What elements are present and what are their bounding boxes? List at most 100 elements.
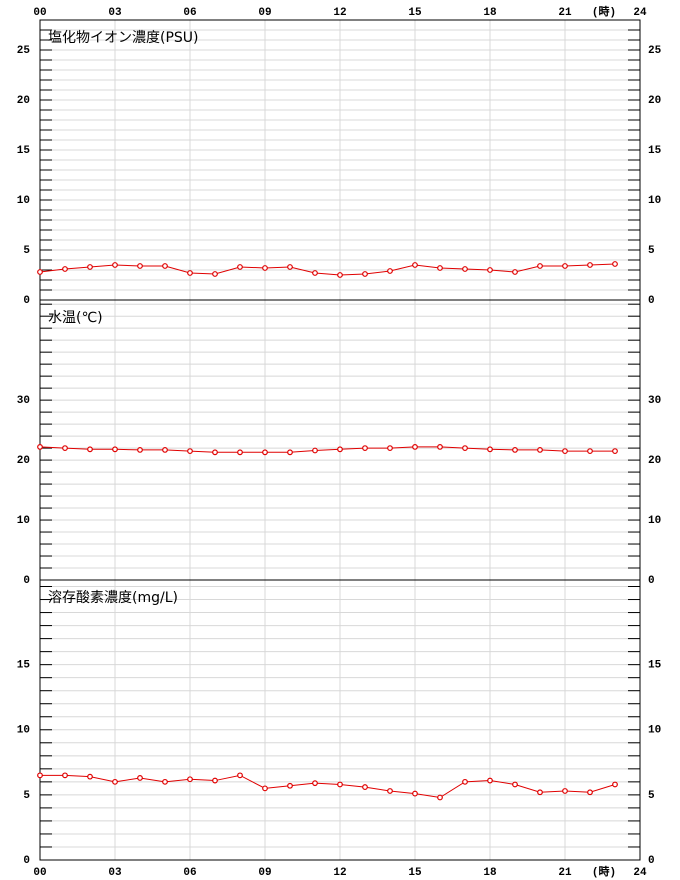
x-tick-label: 24 [633, 7, 647, 19]
y-tick-label: 0 [648, 295, 655, 307]
x-tick-label: 09 [258, 867, 271, 879]
panel-title: 溶存酸素濃度(mg/L) [48, 590, 178, 606]
data-point [412, 443, 418, 450]
data-point [137, 263, 143, 269]
data-point [337, 272, 343, 278]
data-point [187, 270, 193, 276]
data-point [162, 778, 168, 785]
panel-title: 塩化物イオン濃度(PSU) [48, 30, 199, 46]
data-point [87, 773, 93, 780]
data-point [487, 777, 493, 784]
data-point [462, 445, 468, 451]
data-point [312, 270, 318, 276]
data-point [312, 780, 318, 787]
data-point [262, 449, 268, 456]
x-unit: (時) [592, 4, 616, 19]
data-point [412, 790, 418, 797]
data-point [112, 778, 118, 785]
data-point [587, 448, 593, 454]
data-point [87, 446, 93, 453]
data-point [362, 271, 368, 277]
x-tick-label: 03 [108, 7, 122, 19]
x-tick-label: 18 [483, 867, 497, 879]
data-point [387, 445, 393, 451]
x-tick-label: 06 [183, 7, 196, 19]
y-tick-label: 15 [648, 145, 662, 157]
data-point [87, 264, 93, 270]
data-point [387, 268, 393, 274]
x-tick-label: 06 [183, 867, 196, 879]
y-tick-label: 10 [17, 725, 30, 737]
data-point [37, 269, 43, 275]
y-tick-label: 5 [23, 245, 30, 257]
data-point [537, 789, 543, 796]
y-tick-label: 0 [23, 855, 30, 867]
y-tick-label: 30 [17, 395, 30, 407]
y-tick-label: 0 [23, 575, 30, 587]
data-point [462, 778, 468, 785]
data-point [287, 449, 293, 456]
y-tick-label: 0 [23, 295, 30, 307]
data-point [287, 264, 293, 270]
y-tick-label: 25 [648, 45, 662, 57]
series-line [40, 774, 616, 799]
data-point [112, 262, 118, 268]
data-point [512, 446, 518, 453]
y-tick-label: 10 [648, 195, 661, 207]
data-point [162, 446, 168, 453]
data-point [562, 788, 568, 794]
x-tick-label: 21 [558, 867, 572, 879]
data-point [537, 263, 543, 269]
x-tick-label: 12 [333, 7, 346, 19]
y-tick-label: 15 [17, 660, 31, 672]
data-point [62, 445, 68, 451]
data-point [37, 443, 43, 450]
data-point [37, 772, 43, 779]
x-unit: (時) [592, 864, 616, 879]
data-point [537, 446, 543, 453]
y-tick-label: 30 [648, 395, 661, 407]
data-point [587, 789, 593, 796]
data-point [137, 775, 143, 781]
y-tick-label: 0 [648, 575, 655, 587]
data-point [62, 266, 68, 272]
data-point [187, 448, 193, 454]
data-point [487, 267, 493, 273]
data-point [262, 265, 268, 271]
data-point [512, 781, 518, 788]
y-tick-label: 10 [648, 515, 661, 527]
data-point [412, 262, 418, 268]
data-point [437, 794, 443, 801]
data-point [562, 448, 568, 454]
data-point [312, 447, 318, 454]
panel-frame [39, 579, 641, 861]
data-point [562, 263, 568, 269]
x-tick-label: 24 [633, 867, 647, 879]
data-point [487, 446, 493, 453]
data-point [62, 772, 68, 779]
data-point [212, 271, 218, 277]
y-tick-label: 5 [648, 245, 655, 257]
data-point [162, 263, 168, 269]
data-point [437, 265, 443, 271]
data-point [137, 446, 143, 453]
data-point [612, 261, 618, 267]
panel-title: 水温(℃) [48, 310, 103, 326]
y-tick-label: 20 [17, 455, 30, 467]
x-tick-label: 09 [258, 7, 271, 19]
y-tick-label: 20 [648, 455, 661, 467]
data-point [237, 449, 243, 456]
y-tick-label: 10 [17, 195, 30, 207]
data-point [237, 264, 243, 270]
y-tick-label: 0 [648, 855, 655, 867]
data-point [262, 785, 268, 792]
data-point [387, 788, 393, 794]
y-tick-label: 10 [17, 515, 30, 527]
x-tick-label: 18 [483, 7, 497, 19]
data-point [287, 782, 293, 789]
data-point [187, 776, 193, 783]
x-tick-label: 00 [33, 867, 46, 879]
data-point [612, 781, 618, 788]
